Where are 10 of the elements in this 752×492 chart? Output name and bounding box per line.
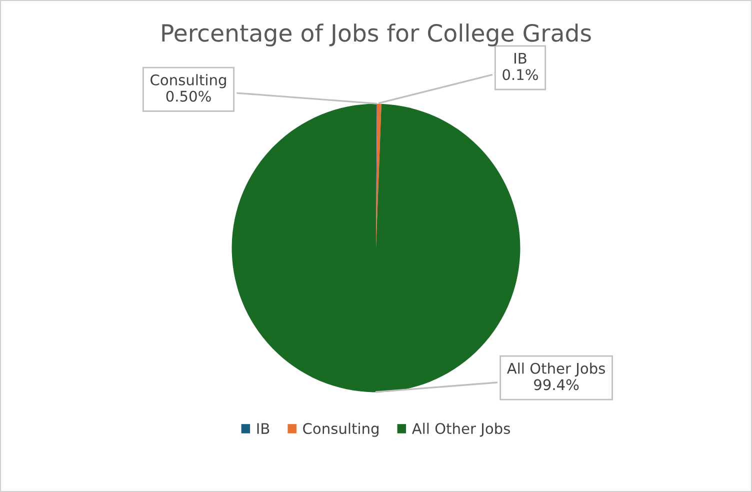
data-label: 99.4% [534,379,579,390]
data-label: 0.50% [166,90,211,102]
data-label: 0.1% [502,69,538,80]
slice-label: All Other Jobs [506,362,605,377]
legend-label: Consulting [303,422,378,437]
legend-label: IB [257,423,270,434]
chart-title: Percentage of Jobs for College Grads [162,24,591,46]
slice-label: IB [514,52,526,64]
legend-label: All Other Jobs [412,422,510,437]
slice-label: Consulting [150,74,226,88]
